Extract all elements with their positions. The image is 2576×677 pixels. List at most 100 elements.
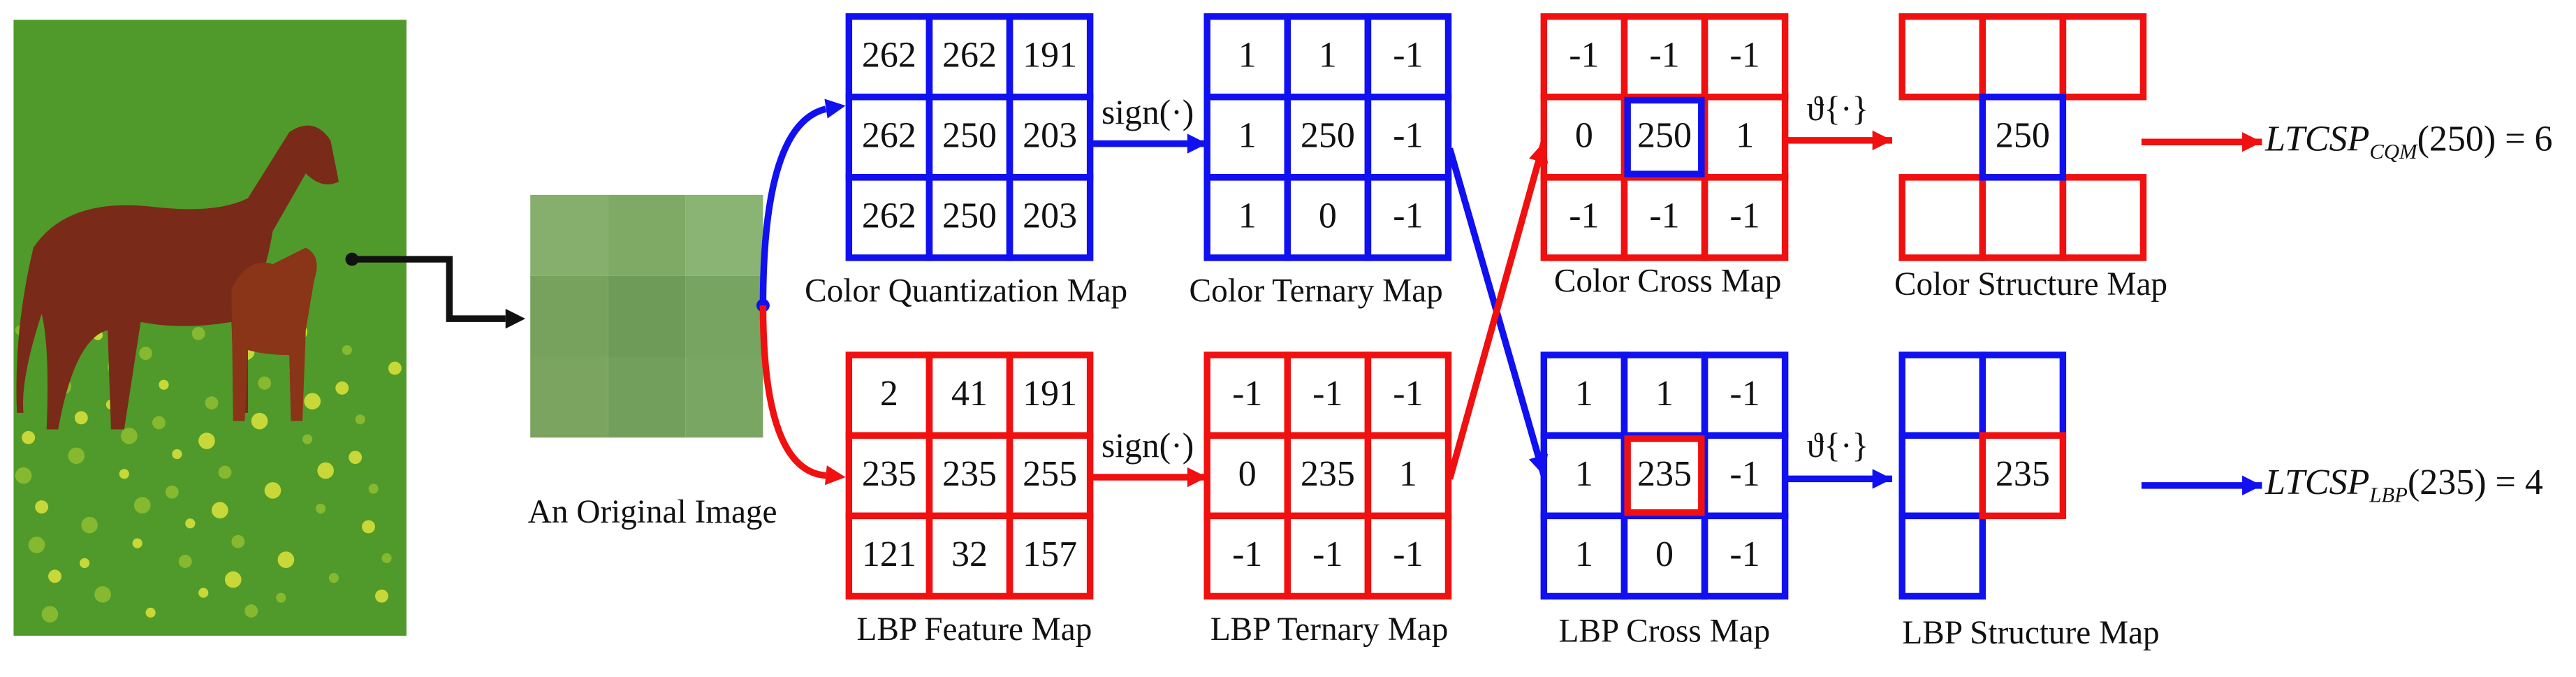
- photo-flower: [15, 467, 32, 484]
- cell-value: 41: [951, 374, 988, 414]
- arrow-curve: [759, 305, 826, 479]
- cell-value: 250: [942, 116, 997, 156]
- cell-value: 2: [880, 374, 898, 414]
- result-value: (250) = 6: [2417, 119, 2553, 159]
- cell-value: -1: [1649, 35, 1679, 75]
- structure-cell: [1979, 432, 2067, 520]
- cell-value: -1: [1232, 534, 1262, 574]
- pixel: [608, 194, 686, 276]
- pixel: [530, 356, 608, 438]
- photo-flower: [133, 497, 151, 514]
- cell-value: 1: [1736, 116, 1754, 156]
- cell-value: 1: [1238, 35, 1257, 75]
- cell-value: 203: [1023, 116, 1077, 156]
- operator: sign(·): [1102, 426, 1194, 465]
- arrow-head: [824, 99, 846, 119]
- photo-flower: [304, 393, 321, 410]
- cell-value: 191: [1023, 374, 1077, 414]
- photo-flower: [244, 604, 258, 618]
- photo-flower: [74, 411, 88, 425]
- photo-flower: [81, 516, 98, 534]
- cell-value: 0: [1575, 116, 1593, 156]
- map-label: Color Cross Map: [1554, 263, 1782, 299]
- photo-flower: [368, 483, 379, 494]
- photo-flower: [315, 503, 326, 514]
- cell-value: 0: [1319, 196, 1337, 236]
- photo-flower: [94, 586, 111, 603]
- photo-flower: [258, 376, 272, 390]
- arrow-curve: [759, 105, 827, 306]
- photo-flower: [355, 414, 365, 425]
- structure-cell: [1898, 512, 1986, 600]
- photo-flower: [35, 500, 49, 514]
- center-cell: [1624, 96, 1705, 177]
- map-label: LBP Cross Map: [1558, 613, 1770, 649]
- cell-value: -1: [1393, 534, 1423, 574]
- photo-flower: [218, 465, 232, 479]
- arrow-head: [1187, 467, 1208, 488]
- cell-value: 262: [862, 35, 916, 75]
- arrow-head: [1872, 469, 1893, 489]
- photo-flower: [41, 606, 59, 623]
- map-label: LBP Structure Map: [1902, 615, 2159, 651]
- photo-flower: [48, 569, 61, 583]
- photo-flower: [375, 589, 388, 603]
- horse: [16, 125, 339, 430]
- photo-flower: [212, 502, 228, 519]
- cell-value: -1: [1649, 196, 1679, 236]
- cell-value: -1: [1729, 374, 1759, 414]
- photo-flower: [362, 520, 376, 534]
- photo-flower: [79, 558, 90, 569]
- photo-flower: [276, 592, 286, 603]
- arrow-head: [824, 465, 846, 486]
- photo-flower: [28, 537, 45, 553]
- cell-value: 250: [942, 196, 997, 236]
- structure-cell: [1979, 13, 2067, 101]
- grid-cell: [1006, 174, 1094, 261]
- structure-cell: [1979, 351, 2067, 439]
- map-label: LBP Feature Map: [857, 611, 1092, 648]
- map-label: Color Quantization Map: [805, 273, 1127, 310]
- photo-flower: [191, 326, 205, 340]
- result-name: LTCSP: [2264, 119, 2369, 159]
- image-label: An Original Image: [528, 494, 777, 530]
- cell-value: 32: [951, 534, 988, 574]
- photo-flower: [172, 449, 182, 460]
- cell-value: -1: [1393, 196, 1423, 236]
- photo-flower: [231, 534, 245, 548]
- photo-flower: [185, 518, 196, 529]
- photo-flower: [264, 482, 281, 499]
- arrow-head: [1187, 133, 1208, 154]
- cell-value: 262: [862, 196, 916, 236]
- structure-cell: [2059, 13, 2147, 101]
- photo-flower: [381, 553, 392, 563]
- pixel: [608, 356, 686, 438]
- operator: ϑ{·}: [1807, 89, 1869, 128]
- grid-cell: [1701, 174, 1789, 261]
- result-value: (235) = 4: [2408, 463, 2543, 502]
- cell-value: 1: [1319, 35, 1337, 75]
- operator: sign(·): [1102, 93, 1194, 131]
- arrow-line: [351, 256, 506, 322]
- pixel: [608, 275, 686, 357]
- photo-flower: [132, 538, 142, 548]
- photo-flower: [178, 555, 192, 569]
- map-label: LBP Ternary Map: [1210, 611, 1449, 648]
- cell-value: 235: [1301, 454, 1355, 494]
- photo-flower: [165, 485, 179, 499]
- photo-flower: [328, 573, 339, 583]
- cell-value: 1: [1575, 534, 1593, 574]
- structure-cell: [1898, 351, 1986, 439]
- pixel: [685, 194, 763, 276]
- cell-value: 235: [942, 454, 997, 494]
- photo-flower: [342, 344, 352, 356]
- photo-flower: [251, 412, 268, 430]
- photo-flower: [198, 588, 209, 598]
- arrow-line: [1447, 140, 1547, 480]
- cell-value: -1: [1312, 534, 1342, 574]
- cell-value: 255: [1023, 454, 1077, 494]
- cell-value: -1: [1393, 374, 1423, 414]
- photo-flower: [335, 381, 349, 395]
- arrow-head: [1872, 130, 1893, 151]
